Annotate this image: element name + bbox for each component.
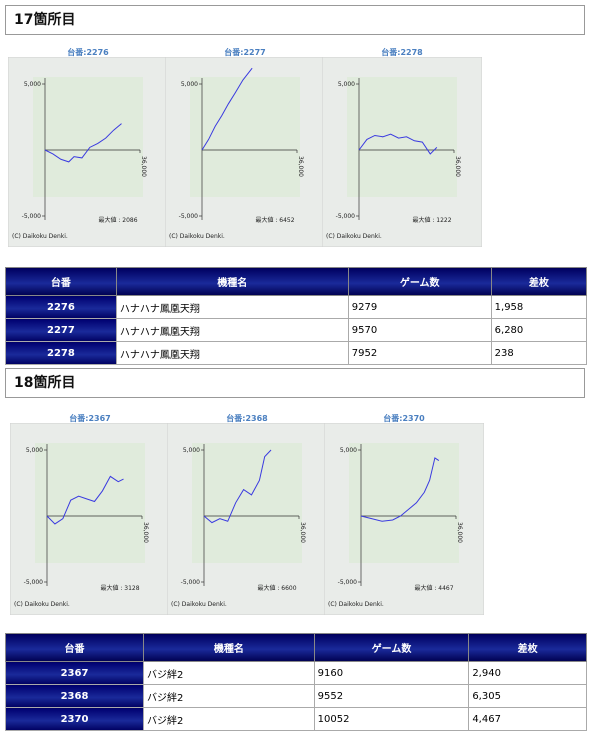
y-tick-label: -5,000	[181, 579, 201, 586]
data-table: 台番 機種名 ゲーム数 差枚 2276 ハナハナ鳳凰天翔 9279 1,958 2277 ハナハナ…	[5, 267, 588, 365]
section-title: 17箇所目	[5, 5, 585, 35]
panel-deco	[33, 77, 143, 197]
cell: 6,305	[468, 684, 587, 708]
max-value: 最大値 : 6452	[255, 216, 294, 224]
graph-title: 台番:2278	[381, 48, 423, 57]
y-tick-label: -5,000	[22, 213, 42, 220]
y-tick-label: 5,000	[338, 81, 355, 88]
graph: 5,000 -5,000 36,000 最大値 : 3128 (C) Daikoku D…	[10, 423, 170, 615]
cell: 7952	[347, 341, 492, 365]
cell: 9279	[347, 295, 492, 319]
table-row: 2277 ハナハナ鳳凰天翔 9570 6,280	[5, 318, 588, 342]
cell: 9552	[313, 684, 470, 708]
x-tick-label: 36,000	[140, 156, 147, 177]
cell: 9570	[347, 318, 492, 342]
id-cell: 2278	[5, 341, 117, 365]
data-line	[360, 457, 440, 522]
credit: (C) Daikoku Denki.	[14, 601, 70, 608]
max-value: 最大値 : 2086	[98, 216, 137, 224]
section-title: 18箇所目	[5, 368, 585, 398]
x-tick-label: 36,000	[297, 156, 304, 177]
x-tick-label: 36,000	[142, 522, 149, 543]
graph-title: 台番:2370	[383, 414, 425, 423]
panel-deco	[190, 77, 300, 197]
x-tick-label: 36,000	[456, 522, 463, 543]
id-cell: 2277	[5, 318, 117, 342]
header-row: 台番 機種名 ゲーム数 差枚	[4, 633, 587, 662]
graph-title: 台番:2367	[69, 414, 111, 423]
credit: (C) Daikoku Denki.	[326, 233, 382, 240]
cell: バジ絆2	[143, 707, 315, 731]
header-cell: 機種名	[143, 633, 315, 662]
table-row: 2370 バジ絆2 10052 4,467	[4, 707, 587, 731]
y-tick-label: -5,000	[24, 579, 44, 586]
data-table: 台番 機種名 ゲーム数 差枚 2367 バジ絆2 9160 2,940 2368 バジ絆2 9552…	[4, 633, 587, 731]
cell: バジ絆2	[143, 661, 315, 685]
cell: 238	[490, 341, 588, 365]
y-tick-label: -5,000	[179, 213, 199, 220]
credit: (C) Daikoku Denki.	[171, 601, 227, 608]
data-line	[358, 133, 438, 155]
y-tick-label: 5,000	[26, 447, 43, 454]
id-cell: 2370	[4, 707, 145, 731]
y-tick-label: -5,000	[336, 213, 356, 220]
cell: バジ絆2	[143, 684, 315, 708]
table-row: 2368 バジ絆2 9552 6,305	[4, 684, 587, 708]
cell: 2,940	[468, 661, 587, 685]
id-cell: 2276	[5, 295, 117, 319]
cell: 9160	[313, 661, 470, 685]
graph-title: 台番:2276	[67, 48, 109, 57]
table-row: 2278 ハナハナ鳳凰天翔 7952 238	[5, 341, 588, 365]
cell: ハナハナ鳳凰天翔	[115, 295, 349, 319]
x-tick-label: 36,000	[299, 522, 306, 543]
data-line	[201, 67, 253, 151]
cell: ハナハナ鳳凰天翔	[115, 341, 349, 365]
cell: 10052	[313, 707, 470, 731]
header-row: 台番 機種名 ゲーム数 差枚	[5, 267, 588, 296]
table-row: 2367 バジ絆2 9160 2,940	[4, 661, 587, 685]
y-tick-label: 5,000	[183, 447, 200, 454]
graph: 5,000 -5,000 36,000 最大値 : 6600 (C) Daikoku D…	[167, 423, 327, 615]
max-value: 最大値 : 4467	[414, 584, 453, 592]
header-cell: ゲーム数	[313, 633, 470, 662]
header-cell: 機種名	[115, 267, 349, 296]
header-cell: 台番	[4, 633, 145, 662]
graph: 5,000 -5,000 36,000 最大値 : 4467 (C) Daikoku D…	[324, 423, 484, 615]
header-cell: 差枚	[468, 633, 587, 662]
x-tick-label: 36,000	[454, 156, 461, 177]
id-cell: 2368	[4, 684, 145, 708]
max-value: 最大値 : 6600	[257, 584, 296, 592]
y-tick-label: 5,000	[340, 447, 357, 454]
graph: 5,000 -5,000 36,000 最大値 : 2086 (C) Daikoku D…	[8, 57, 168, 247]
data-line	[44, 123, 122, 163]
panel-deco	[347, 77, 457, 197]
credit: (C) Daikoku Denki.	[328, 601, 384, 608]
cell: 1,958	[490, 295, 588, 319]
panel-deco	[349, 443, 459, 563]
header-cell: ゲーム数	[347, 267, 492, 296]
credit: (C) Daikoku Denki.	[12, 233, 68, 240]
y-tick-label: 5,000	[24, 81, 41, 88]
cell: ハナハナ鳳凰天翔	[115, 318, 349, 342]
data-line	[203, 449, 272, 524]
graph-title: 台番:2368	[226, 414, 268, 423]
table-row: 2276 ハナハナ鳳凰天翔 9279 1,958	[5, 295, 588, 319]
max-value: 最大値 : 1222	[412, 216, 451, 224]
header-cell: 差枚	[490, 267, 588, 296]
cell: 6,280	[490, 318, 588, 342]
id-cell: 2367	[4, 661, 145, 685]
graph: 5,000 -5,000 36,000 最大値 : 6452 (C) Daikoku D…	[165, 57, 325, 247]
panel-deco	[35, 443, 145, 563]
credit: (C) Daikoku Denki.	[169, 233, 225, 240]
header-cell: 台番	[5, 267, 117, 296]
graph: 5,000 -5,000 36,000 最大値 : 1222 (C) Daikoku D…	[322, 57, 482, 247]
y-tick-label: -5,000	[338, 579, 358, 586]
max-value: 最大値 : 3128	[100, 584, 139, 592]
panel-deco	[192, 443, 302, 563]
cell: 4,467	[468, 707, 587, 731]
data-line	[46, 475, 124, 525]
graph-title: 台番:2277	[224, 48, 266, 57]
y-tick-label: 5,000	[181, 81, 198, 88]
